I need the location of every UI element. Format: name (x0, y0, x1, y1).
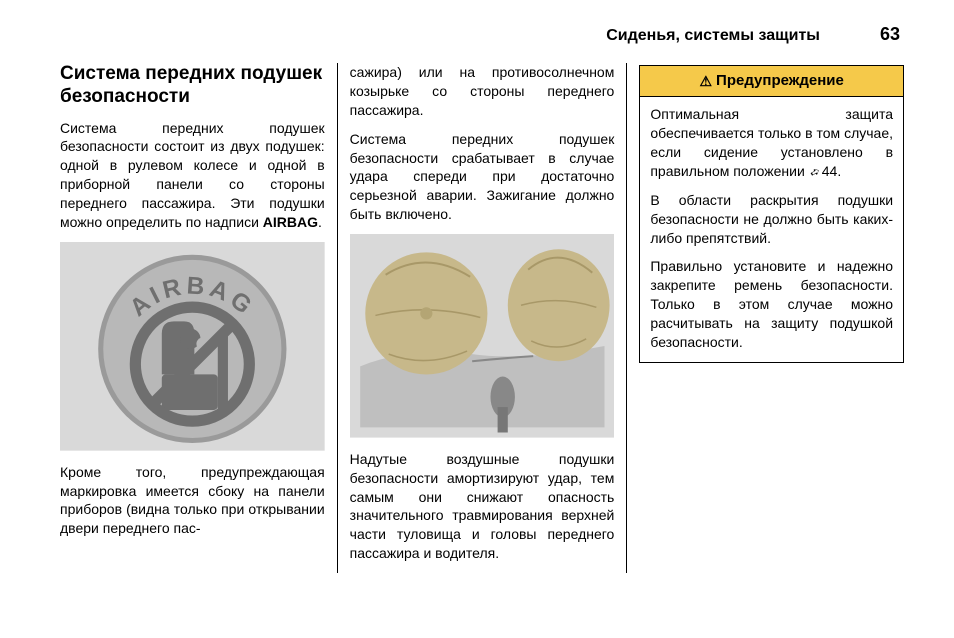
content-columns: Система передних подушек безопасности Си… (60, 63, 904, 573)
page-header: Сиденья, системы защиты 63 (60, 24, 904, 45)
warning-p1-text: Оптимальная защита обеспечивается только… (650, 106, 893, 179)
column-3: ⚠ Предупреждение Оптимальная защита обесп… (627, 63, 904, 573)
airbag-label-inline: AIRBAG (263, 214, 318, 230)
airbag-symbol-svg: AIRBAG (60, 242, 325, 451)
page-number: 63 (880, 24, 900, 45)
warning-p1-ref: 44. (822, 163, 841, 179)
col1-para-1: Система передних подушек безопасности со… (60, 119, 325, 232)
warning-p2: В области раскрытия подушки безопасности… (650, 191, 893, 248)
warning-header: ⚠ Предупреждение (640, 66, 903, 97)
column-1: Система передних подушек безопасности Си… (60, 63, 338, 573)
warning-p1: Оптимальная защита обеспечивается только… (650, 105, 893, 181)
warning-body: Оптимальная защита обеспечивается только… (640, 97, 903, 362)
section-heading: Система передних подушек безопасности (60, 63, 325, 109)
column-2: сажира) или на противосолнечном козырьке… (338, 63, 628, 573)
header-title: Сиденья, системы защиты (606, 27, 820, 45)
col2-para-3: Надутые воздушные подушки безопасности а… (350, 450, 615, 563)
col2-para-2: Система передних подушек безопасности ср… (350, 130, 615, 224)
airbag-deploy-svg (350, 234, 615, 438)
col1-p1-text-c: . (318, 214, 322, 230)
warning-icon: ⚠ (699, 74, 712, 88)
warning-p3: Правильно установите и надежно закрепите… (650, 257, 893, 351)
col1-para-2: Кроме того, предупреждающая маркировка и… (60, 463, 325, 539)
airbag-warning-symbol-image: AIRBAG (60, 242, 325, 451)
page: Сиденья, системы защиты 63 Система перед… (0, 0, 954, 638)
col2-para-1: сажира) или на противосолнечном козырьке… (350, 63, 615, 120)
warning-box: ⚠ Предупреждение Оптимальная защита обесп… (639, 65, 904, 363)
warning-title: Предупреждение (716, 71, 844, 91)
airbag-deployment-image (350, 234, 615, 438)
